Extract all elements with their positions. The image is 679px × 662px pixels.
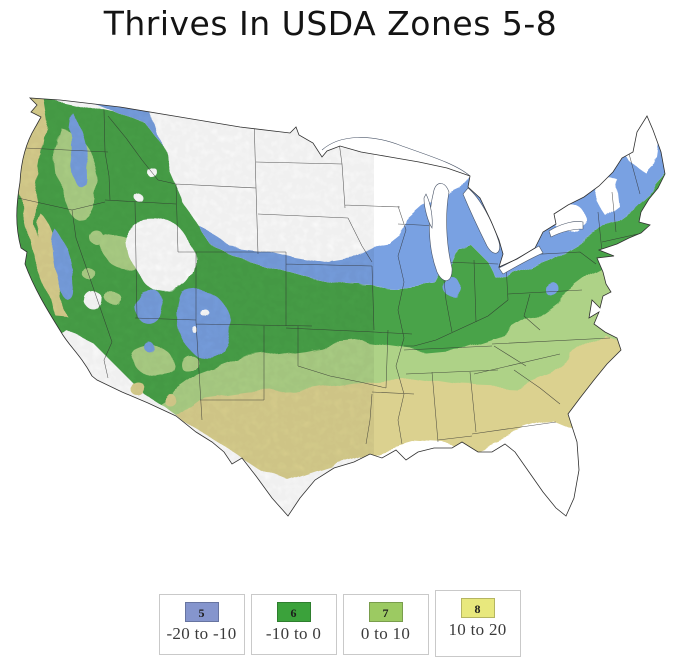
legend-range-zone-6: -10 to 0 xyxy=(265,624,322,643)
legend-swatch-zone-8: 8 xyxy=(460,598,495,618)
lake-huron xyxy=(462,187,500,254)
page-title: Thrives In USDA Zones 5-8 xyxy=(103,4,558,43)
legend-range-zone-5: -20 to -10 xyxy=(166,624,237,643)
green-bay xyxy=(423,193,433,229)
lake-superior-north-shore xyxy=(321,137,471,177)
legend-range-zone-7: 0 to 10 xyxy=(360,624,411,643)
legend-item-zone-8: 8 10 to 20 xyxy=(434,590,521,657)
legend-item-zone-5: 5 -20 to -10 xyxy=(158,594,245,655)
legend-item-zone-7: 7 0 to 10 xyxy=(342,594,429,655)
legend-swatch-zone-7: 7 xyxy=(368,602,403,622)
legend-swatch-zone-6: 6 xyxy=(276,602,311,622)
lake-michigan xyxy=(429,183,453,281)
great-lakes xyxy=(321,137,584,281)
legend: 5 -20 to -10 6 -10 to 0 7 0 to 10 8 10 t… xyxy=(0,590,679,661)
legend-item-zone-6: 6 -10 to 0 xyxy=(250,594,337,655)
terrain-texture xyxy=(16,98,340,516)
lake-ontario xyxy=(548,221,584,238)
legend-range-zone-8: 10 to 20 xyxy=(448,620,507,639)
legend-swatch-zone-5: 5 xyxy=(184,602,219,622)
